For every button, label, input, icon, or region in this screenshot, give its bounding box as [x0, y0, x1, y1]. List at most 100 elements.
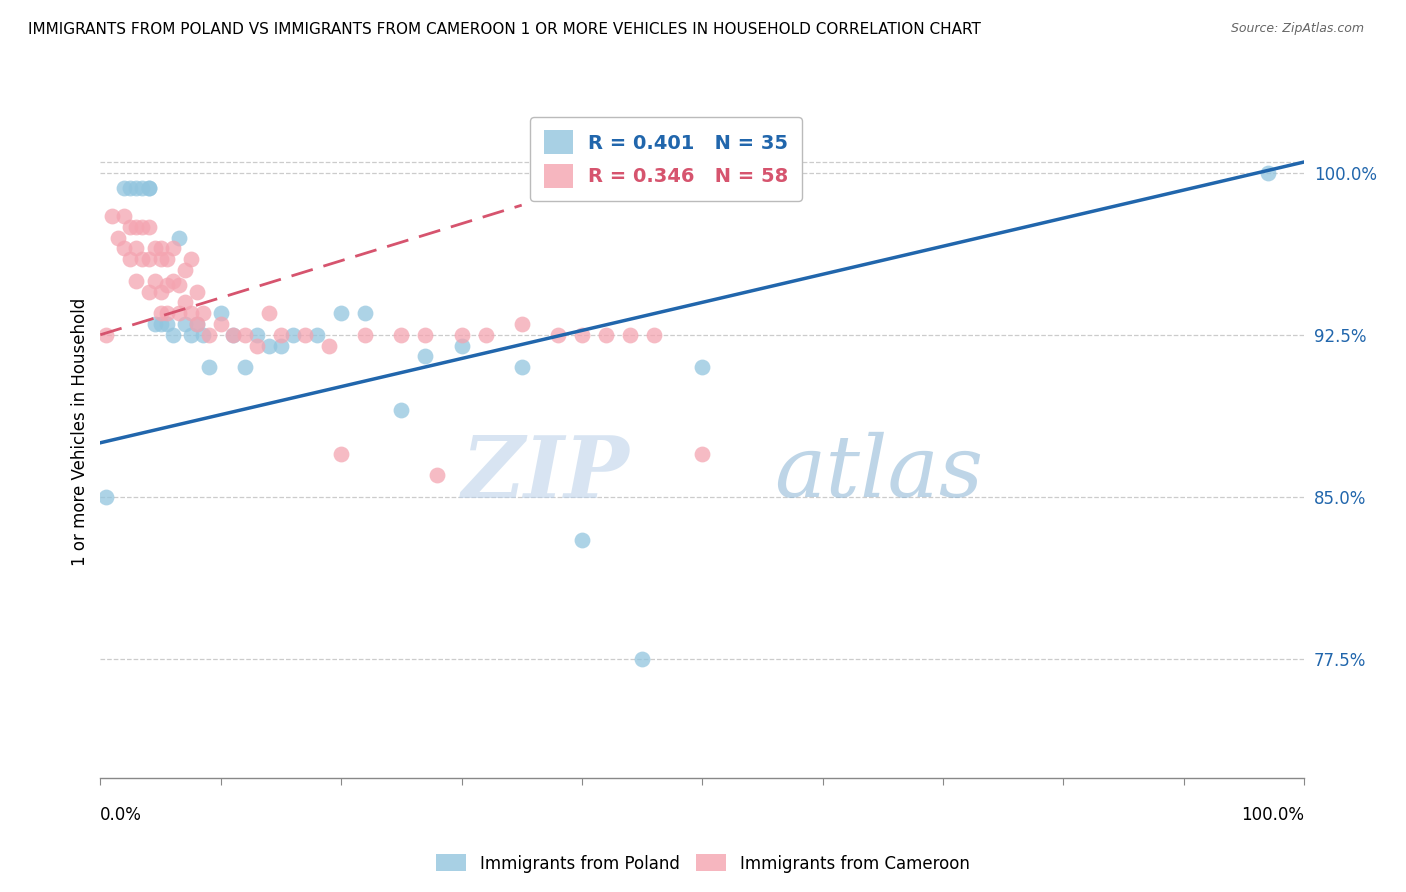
Point — [149, 252, 172, 267]
Point — [186, 317, 208, 331]
Point — [149, 285, 172, 299]
Point — [149, 317, 172, 331]
Point — [547, 327, 569, 342]
Point — [690, 446, 713, 460]
Point — [155, 252, 177, 267]
Point — [191, 327, 214, 342]
Point — [233, 327, 256, 342]
Text: atlas: atlas — [775, 432, 984, 515]
Point — [197, 360, 219, 375]
Point — [246, 327, 269, 342]
Point — [257, 338, 280, 352]
Point — [125, 241, 148, 255]
Point — [619, 327, 641, 342]
Point — [125, 181, 148, 195]
Point — [180, 306, 202, 320]
Point — [595, 327, 617, 342]
Point — [330, 446, 353, 460]
Point — [173, 317, 195, 331]
Point — [96, 490, 118, 504]
Point — [120, 181, 142, 195]
Point — [107, 230, 129, 244]
Point — [125, 219, 148, 234]
Point — [209, 317, 232, 331]
Point — [180, 327, 202, 342]
Point — [143, 274, 166, 288]
Point — [571, 533, 593, 547]
Point — [131, 219, 153, 234]
Point — [191, 306, 214, 320]
Point — [415, 327, 437, 342]
Text: 100.0%: 100.0% — [1241, 805, 1305, 823]
Point — [138, 181, 160, 195]
Point — [631, 652, 654, 666]
Point — [131, 252, 153, 267]
Point — [167, 278, 190, 293]
Point — [222, 327, 245, 342]
Point — [138, 219, 160, 234]
Point — [389, 327, 412, 342]
Point — [120, 252, 142, 267]
Point — [167, 230, 190, 244]
Point — [96, 327, 118, 342]
Point — [186, 285, 208, 299]
Point — [173, 295, 195, 310]
Point — [415, 350, 437, 364]
Point — [162, 241, 184, 255]
Point — [222, 327, 245, 342]
Point — [233, 360, 256, 375]
Point — [131, 181, 153, 195]
Point — [643, 327, 665, 342]
Legend: R = 0.401   N = 35, R = 0.346   N = 58: R = 0.401 N = 35, R = 0.346 N = 58 — [530, 117, 803, 202]
Point — [197, 327, 219, 342]
Point — [209, 306, 232, 320]
Point — [138, 252, 160, 267]
Legend: Immigrants from Poland, Immigrants from Cameroon: Immigrants from Poland, Immigrants from … — [430, 847, 976, 880]
Point — [143, 317, 166, 331]
Point — [257, 306, 280, 320]
Point — [155, 317, 177, 331]
Point — [389, 403, 412, 417]
Point — [120, 219, 142, 234]
Point — [149, 241, 172, 255]
Point — [1257, 166, 1279, 180]
Point — [246, 338, 269, 352]
Text: IMMIGRANTS FROM POLAND VS IMMIGRANTS FROM CAMEROON 1 OR MORE VEHICLES IN HOUSEHO: IMMIGRANTS FROM POLAND VS IMMIGRANTS FRO… — [28, 22, 981, 37]
Point — [162, 327, 184, 342]
Point — [125, 274, 148, 288]
Point — [330, 306, 353, 320]
Point — [690, 360, 713, 375]
Point — [167, 306, 190, 320]
Point — [270, 338, 292, 352]
Point — [354, 327, 377, 342]
Point — [112, 241, 135, 255]
Point — [155, 278, 177, 293]
Point — [571, 327, 593, 342]
Point — [138, 181, 160, 195]
Point — [354, 306, 377, 320]
Point — [112, 209, 135, 223]
Point — [450, 327, 472, 342]
Point — [155, 306, 177, 320]
Point — [162, 274, 184, 288]
Point — [281, 327, 304, 342]
Point — [138, 285, 160, 299]
Point — [294, 327, 316, 342]
Y-axis label: 1 or more Vehicles in Household: 1 or more Vehicles in Household — [72, 298, 89, 566]
Point — [180, 252, 202, 267]
Point — [510, 317, 533, 331]
Text: 0.0%: 0.0% — [100, 805, 142, 823]
Point — [101, 209, 124, 223]
Point — [112, 181, 135, 195]
Point — [426, 468, 449, 483]
Point — [318, 338, 340, 352]
Point — [149, 306, 172, 320]
Point — [450, 338, 472, 352]
Text: Source: ZipAtlas.com: Source: ZipAtlas.com — [1230, 22, 1364, 36]
Point — [186, 317, 208, 331]
Point — [270, 327, 292, 342]
Point — [510, 360, 533, 375]
Point — [143, 241, 166, 255]
Point — [474, 327, 496, 342]
Text: ZIP: ZIP — [463, 432, 630, 516]
